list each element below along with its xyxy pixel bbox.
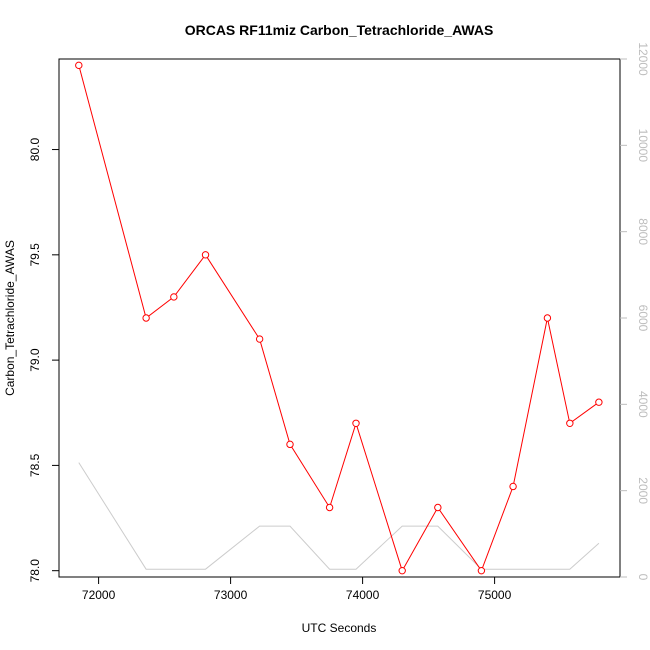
data-point-bg	[256, 335, 263, 343]
y-axis-label: Carbon_Tetrachloride_AWAS	[3, 240, 17, 396]
x-tick-label: 73000	[214, 588, 248, 602]
y2-tick-label: 12000	[636, 42, 650, 76]
data-point	[142, 314, 150, 322]
y-axis: 78.0 78.5 79.0 79.5 80.0	[28, 138, 59, 583]
x-tick-label: 72000	[82, 588, 116, 602]
secondary-y-axis: 0 2000 4000 6000 8000 10000 12000	[620, 42, 650, 581]
secondary-series-line	[78, 462, 600, 570]
data-point	[75, 61, 83, 70]
data-point-bg	[170, 293, 178, 301]
data-point	[566, 419, 574, 427]
x-axis-label: UTC Seconds	[302, 621, 377, 635]
y2-tick-label: 10000	[636, 129, 650, 163]
data-point-bg	[326, 504, 333, 511]
data-point	[255, 335, 264, 343]
y2-tick-label: 2000	[636, 477, 650, 504]
y-tick-label: 79.5	[28, 243, 42, 267]
y-tick-label: 78.5	[28, 453, 42, 477]
data-point-bg	[352, 420, 360, 427]
data-point	[201, 251, 210, 259]
data-point-bg	[286, 441, 294, 448]
y-tick-label: 79.0	[28, 348, 42, 372]
series-layer	[75, 61, 603, 575]
y2-tick-label: 6000	[636, 305, 650, 332]
data-point	[325, 503, 334, 512]
y2-tick-label: 4000	[636, 391, 650, 418]
x-tick-label: 74000	[346, 588, 380, 602]
data-point	[595, 398, 603, 406]
data-point-bg	[142, 314, 150, 322]
data-point-bg	[509, 483, 517, 490]
y-tick-label: 78.0	[28, 559, 42, 583]
x-axis: 72000 73000 74000 75000	[82, 577, 512, 602]
data-point	[352, 419, 360, 427]
data-point-bg	[595, 399, 603, 406]
data-point-bg	[544, 314, 551, 322]
x-tick-label: 75000	[478, 588, 512, 602]
data-point-bg	[434, 504, 442, 511]
chart-title: ORCAS RF11miz Carbon_Tetrachloride_AWAS	[185, 22, 494, 38]
data-point	[170, 293, 178, 301]
data-point	[398, 566, 406, 575]
data-point-bg	[75, 62, 83, 69]
data-point	[286, 440, 294, 449]
data-point	[509, 482, 517, 491]
y2-tick-label: 0	[636, 574, 650, 581]
data-point-bg	[202, 251, 209, 259]
data-point	[477, 566, 486, 575]
data-point-bg	[399, 567, 406, 574]
y-tick-label: 80.0	[28, 138, 42, 162]
data-point	[543, 314, 552, 322]
data-point	[434, 503, 442, 512]
primary-series-line	[78, 65, 600, 572]
data-point-bg	[478, 567, 485, 574]
data-point-bg	[566, 420, 574, 427]
y2-tick-label: 8000	[636, 218, 650, 245]
